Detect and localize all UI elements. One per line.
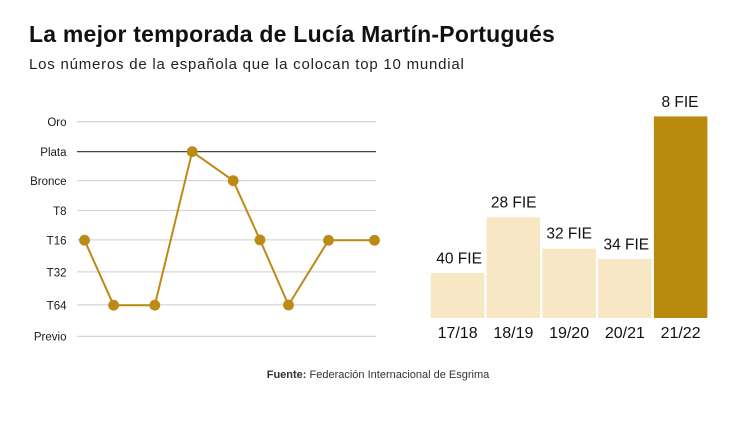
svg-text:21/22: 21/22 — [661, 325, 701, 342]
svg-text:Oro: Oro — [47, 117, 66, 129]
svg-text:Plata: Plata — [40, 147, 67, 159]
svg-text:Bronce: Bronce — [30, 176, 66, 188]
svg-text:18/19: 18/19 — [493, 325, 533, 342]
svg-text:Previo: Previo — [34, 332, 67, 344]
svg-text:T16: T16 — [47, 235, 67, 247]
svg-text:T64: T64 — [47, 300, 67, 312]
svg-text:8 FIE: 8 FIE — [661, 94, 698, 111]
svg-text:40 FIE: 40 FIE — [436, 251, 482, 268]
svg-text:T8: T8 — [53, 206, 66, 218]
svg-text:28 FIE: 28 FIE — [491, 195, 537, 212]
svg-text:T32: T32 — [47, 267, 67, 279]
svg-text:17/18: 17/18 — [438, 325, 478, 342]
svg-text:20/21: 20/21 — [605, 325, 645, 342]
svg-text:32 FIE: 32 FIE — [546, 225, 592, 242]
svg-text:19/20: 19/20 — [549, 325, 589, 342]
svg-text:34 FIE: 34 FIE — [603, 237, 649, 254]
